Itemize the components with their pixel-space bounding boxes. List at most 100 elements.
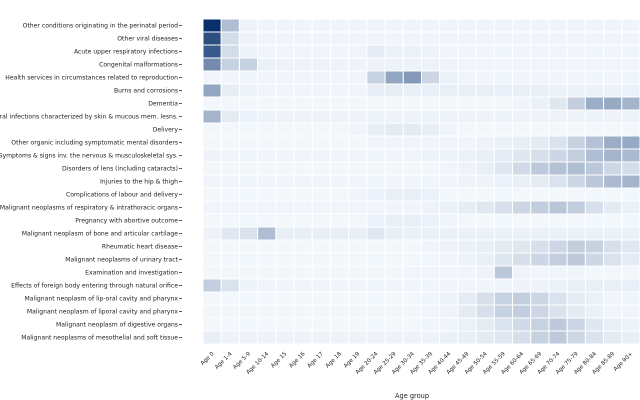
heatmap-cell — [493, 44, 514, 59]
heatmap-cell — [457, 18, 477, 33]
heatmap-cell — [329, 31, 350, 46]
heatmap-cell — [220, 265, 240, 280]
y-tick-label: Malignant neoplasm of liporal cavity and… — [27, 309, 179, 316]
heatmap-cell — [238, 18, 259, 33]
heatmap-cell — [275, 122, 295, 137]
heatmap-cell — [421, 122, 441, 137]
heatmap-cell — [493, 161, 514, 176]
heatmap-cell — [275, 317, 295, 332]
heatmap-cell — [475, 96, 495, 111]
heatmap-cell — [457, 200, 477, 215]
heatmap-cell — [530, 330, 550, 345]
heatmap-cell — [220, 44, 240, 59]
heatmap-cell — [566, 96, 586, 111]
heatmap-cell — [457, 70, 477, 85]
heatmap-cell — [457, 278, 477, 293]
heatmap-cell — [512, 83, 532, 98]
heatmap-cell — [493, 83, 514, 98]
heatmap-cell — [621, 44, 640, 59]
heatmap-cell — [275, 96, 295, 111]
y-tick-label: Health services in circumstances related… — [5, 75, 178, 82]
heatmap-cell — [512, 265, 532, 280]
heatmap-cell — [621, 70, 640, 85]
heatmap-cell — [457, 213, 477, 228]
heatmap-cell — [512, 44, 532, 59]
heatmap-cell — [257, 200, 277, 215]
heatmap-cell — [220, 291, 240, 306]
heatmap-cell — [402, 213, 423, 228]
heatmap-cell — [512, 239, 532, 254]
heatmap-cell — [311, 135, 331, 150]
heatmap-cell — [603, 291, 623, 306]
heatmap-cell — [566, 44, 586, 59]
heatmap-cell — [384, 161, 404, 176]
heatmap-cell — [512, 187, 532, 202]
heatmap-cell — [548, 135, 568, 150]
heatmap-cell — [493, 200, 514, 215]
heatmap-cell — [311, 239, 331, 254]
heatmap-cell — [293, 96, 313, 111]
heatmap-cell — [548, 44, 568, 59]
heatmap-cell — [566, 174, 586, 189]
heatmap-cell — [275, 252, 295, 267]
heatmap-cell — [311, 122, 331, 137]
heatmap-cell — [493, 213, 514, 228]
y-tick-label: Other organic including symptomatic ment… — [11, 140, 178, 147]
heatmap-cell — [348, 96, 368, 111]
heatmap-cell — [475, 109, 495, 124]
heatmap-cell — [366, 109, 386, 124]
heatmap-cell — [439, 70, 459, 85]
heatmap-cell — [275, 304, 295, 319]
heatmap-cell — [293, 252, 313, 267]
heatmap-cell — [238, 291, 259, 306]
heatmap-cell — [366, 200, 386, 215]
y-tick-label: Malignant neoplasm of bone and articular… — [22, 231, 178, 238]
y-tick-label: Dementia — [148, 101, 178, 108]
heatmap-cell — [548, 330, 568, 345]
heatmap-cell — [530, 304, 550, 319]
heatmap-cell — [584, 135, 605, 150]
heatmap-cell — [238, 70, 259, 85]
heatmap-cell — [421, 96, 441, 111]
heatmap-cell — [329, 109, 350, 124]
heatmap-cell — [275, 265, 295, 280]
heatmap-cell — [439, 291, 459, 306]
heatmap-cell — [238, 213, 259, 228]
heatmap-cell — [548, 239, 568, 254]
heatmap-cell — [366, 96, 386, 111]
heatmap-cell — [311, 96, 331, 111]
heatmap-cell — [329, 291, 350, 306]
heatmap-cell — [366, 18, 386, 33]
heatmap-cell — [512, 174, 532, 189]
heatmap-cell — [257, 31, 277, 46]
heatmap-cell — [621, 18, 640, 33]
heatmap-cell — [238, 161, 259, 176]
heatmap-cell — [584, 213, 605, 228]
heatmap-cell — [566, 70, 586, 85]
heatmap-cell — [548, 70, 568, 85]
y-tick-label: Other conditions originating in the peri… — [23, 23, 178, 30]
heatmap-cell — [202, 57, 222, 72]
heatmap-cell — [293, 213, 313, 228]
heatmap-cell — [238, 96, 259, 111]
heatmap-cell — [493, 96, 514, 111]
heatmap-cell — [348, 330, 368, 345]
heatmap-cell — [402, 291, 423, 306]
heatmap-cell — [257, 174, 277, 189]
heatmap-cell — [348, 57, 368, 72]
heatmap-cell — [548, 18, 568, 33]
heatmap-cell — [493, 135, 514, 150]
heatmap-cell — [439, 148, 459, 163]
heatmap-cell — [293, 148, 313, 163]
heatmap-cell — [220, 252, 240, 267]
heatmap-cell — [457, 187, 477, 202]
heatmap-cell — [566, 122, 586, 137]
heatmap-cell — [475, 83, 495, 98]
heatmap-cell — [621, 148, 640, 163]
heatmap-cell — [584, 18, 605, 33]
heatmap-cell — [293, 304, 313, 319]
heatmap-cell — [238, 200, 259, 215]
heatmap-cell — [621, 226, 640, 241]
heatmap-cell — [603, 226, 623, 241]
heatmap-cell — [202, 96, 222, 111]
